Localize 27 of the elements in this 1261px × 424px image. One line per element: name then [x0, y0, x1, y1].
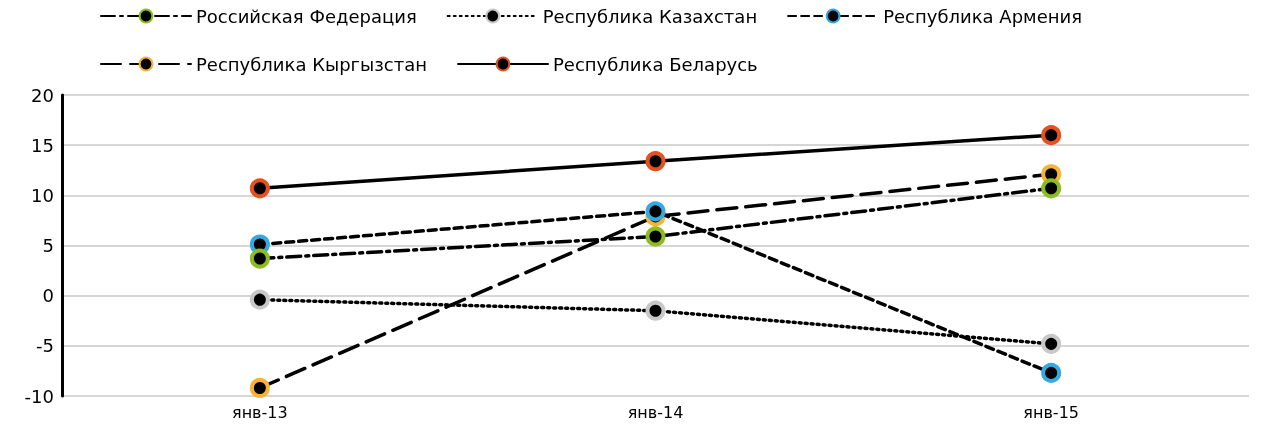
point: [1041, 125, 1062, 146]
point: [645, 151, 666, 172]
point: [1041, 178, 1062, 199]
x-tick-label: янв-14: [627, 402, 684, 422]
y-tick-label: -10: [24, 385, 54, 407]
legend-label: Республика Кыргызстан: [196, 53, 428, 75]
legend-label: Республика Армения: [883, 5, 1083, 27]
y-tick-label: -5: [36, 335, 54, 357]
point: [249, 377, 270, 398]
y-tick-label: 5: [42, 235, 54, 256]
legend-label: Республика Беларусь: [553, 53, 758, 75]
y-tick-label: 20: [31, 84, 54, 106]
point: [645, 201, 666, 222]
point: [645, 300, 666, 321]
point: [1041, 362, 1062, 383]
x-tick-label: янв-13: [232, 402, 288, 422]
x-tick-label: янв-15: [1023, 402, 1079, 422]
point: [1041, 333, 1062, 354]
point: [249, 248, 270, 269]
point: [249, 289, 270, 310]
legend-label: Республика Казахстан: [542, 5, 758, 27]
y-tick-label: 0: [42, 285, 54, 307]
point: [645, 226, 666, 247]
legend-label: Российская Федерация: [196, 5, 417, 27]
point: [249, 178, 270, 199]
y-tick-label: 10: [31, 184, 54, 206]
y-tick-label: 15: [31, 134, 54, 156]
